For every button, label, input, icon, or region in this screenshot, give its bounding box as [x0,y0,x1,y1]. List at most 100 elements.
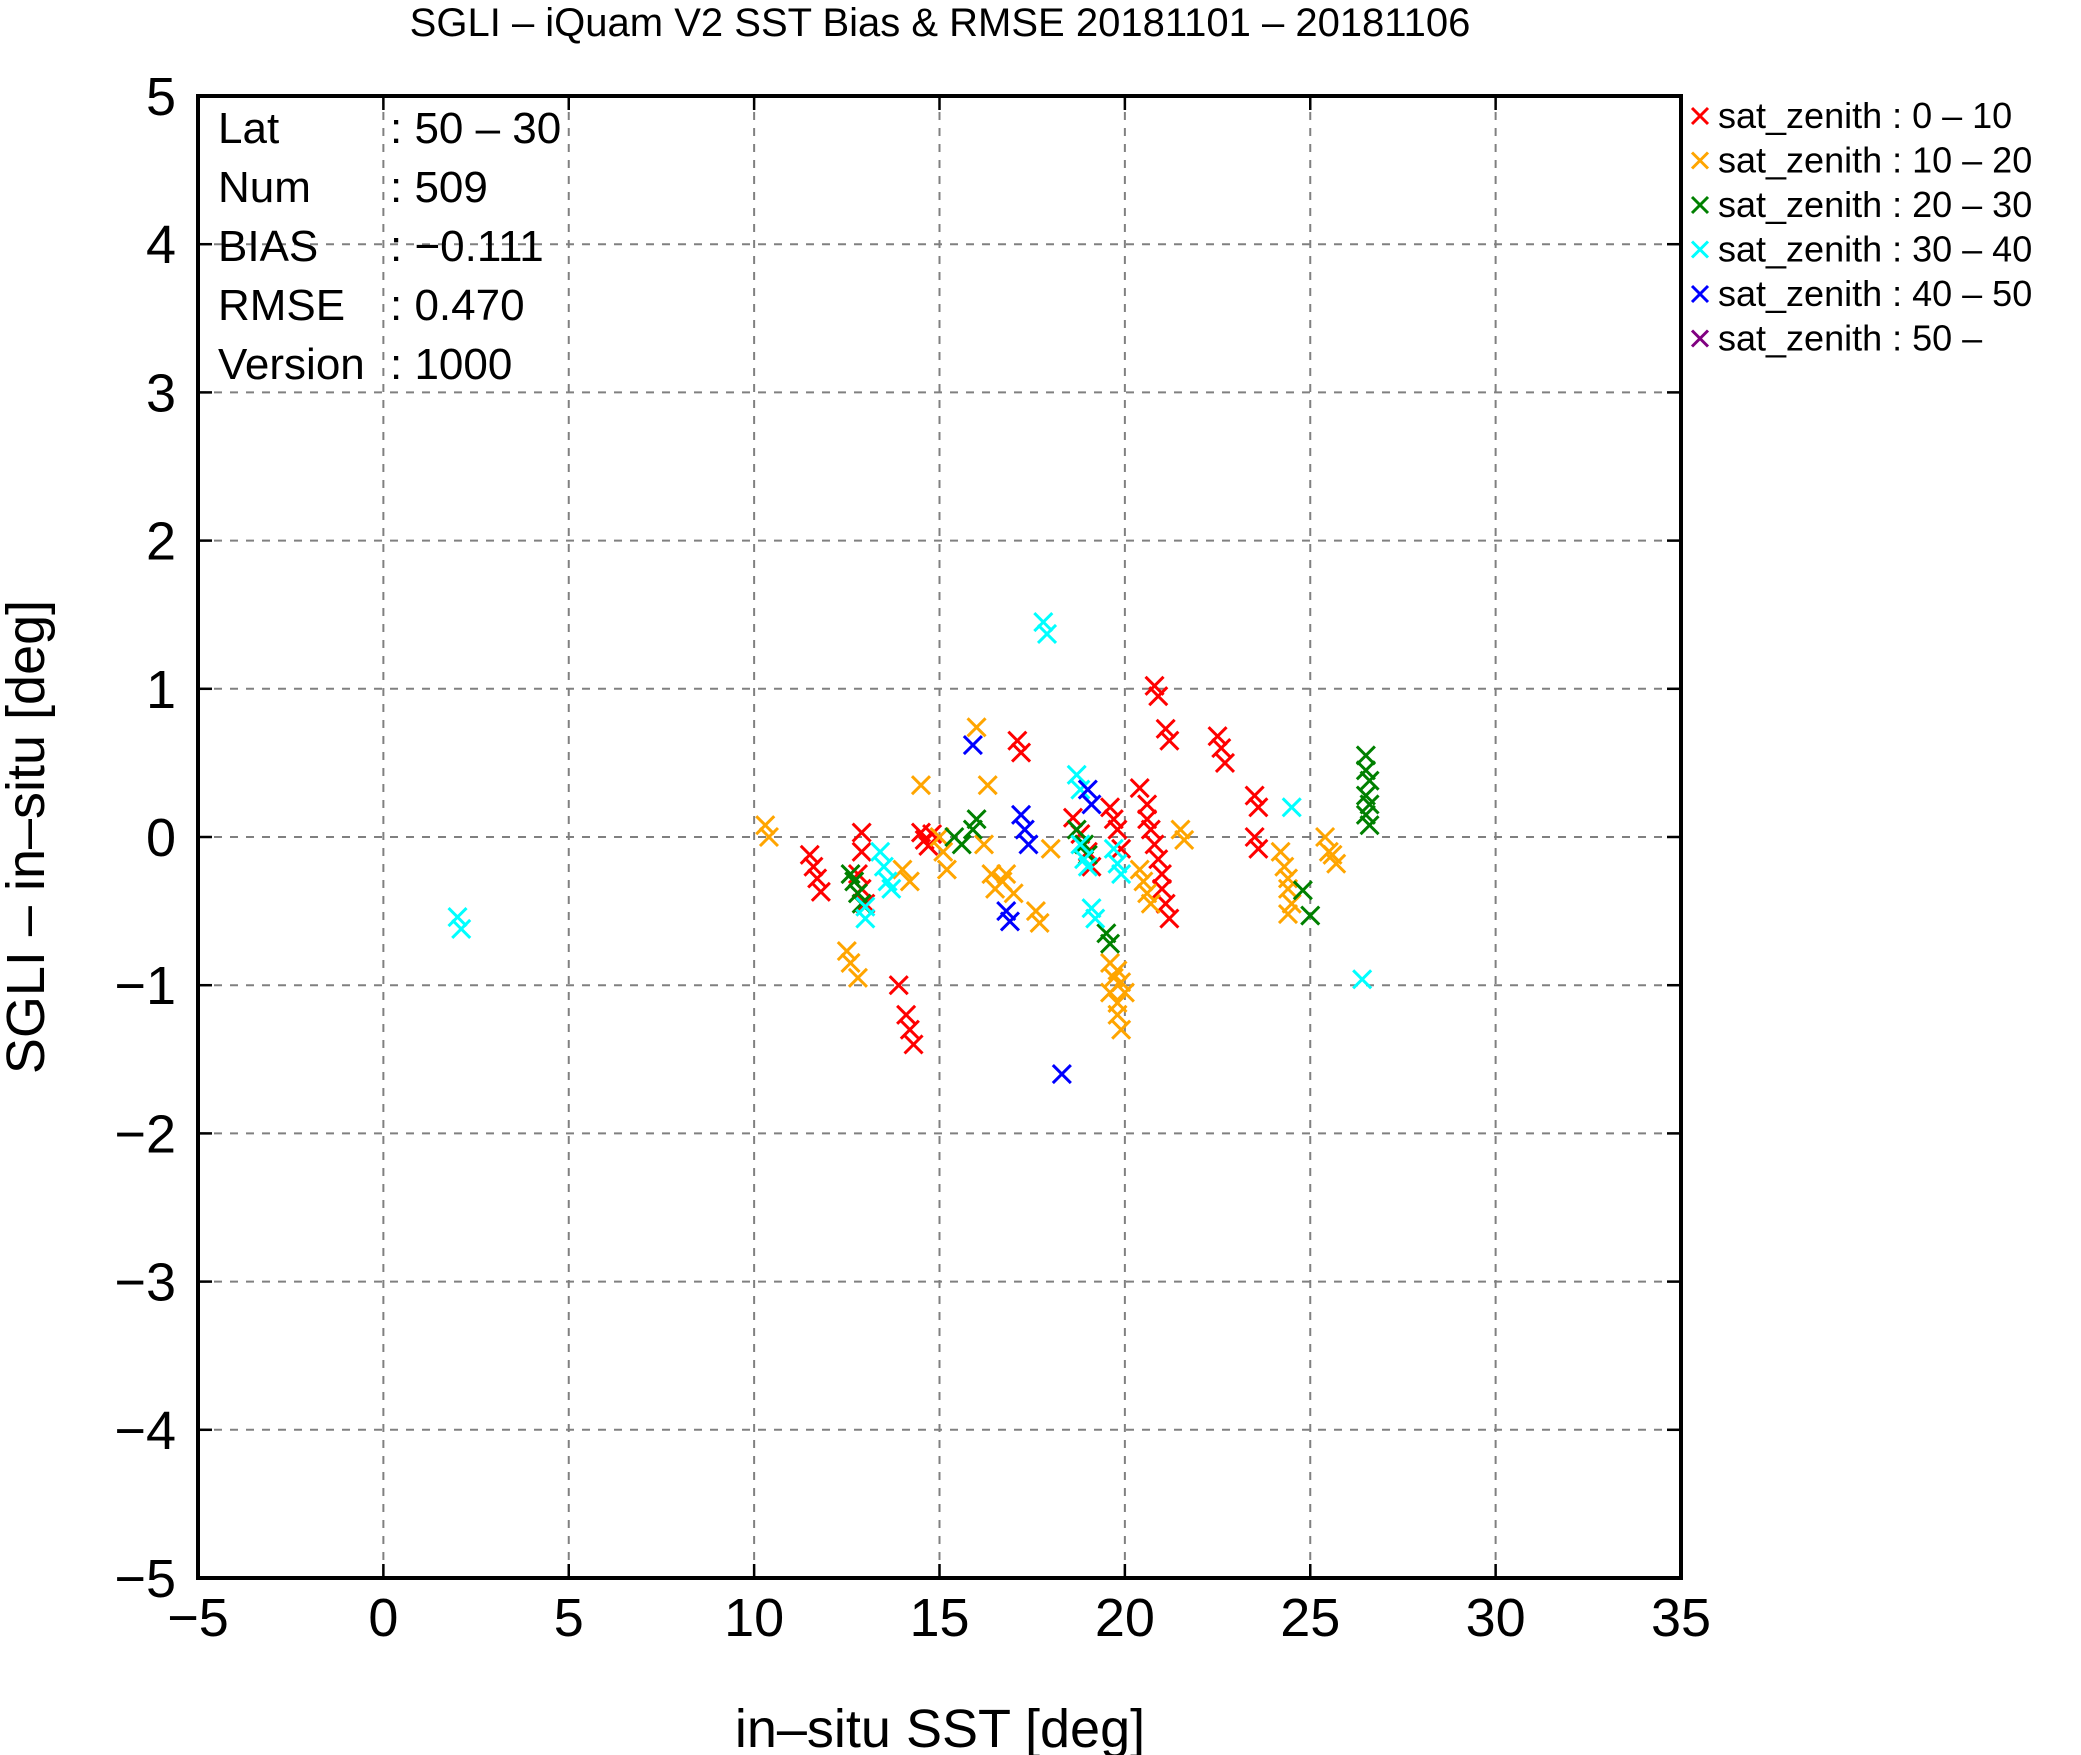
data-point [1277,904,1299,925]
data-point [1133,871,1154,892]
data-point [451,918,472,939]
stats-label: Version [218,340,365,389]
legend-label: sat_zenith : 30 – 40 [1718,229,2032,270]
data-point [873,856,894,877]
chart-title: SGLI – iQuam V2 SST Bias & RMSE 20181101… [410,1,1471,45]
data-point [951,834,972,855]
data-point [1114,982,1135,1003]
data-point [847,967,868,988]
stats-label: Lat [218,104,279,153]
data-point [803,856,824,877]
data-point [996,863,1017,885]
data-point [1274,856,1295,877]
data-point [1070,834,1091,855]
data-point [1159,730,1180,751]
x-tick-label: 20 [1095,1588,1155,1648]
series-2-points [840,745,1380,954]
data-point [1033,612,1054,633]
y-tick-label: −1 [114,956,176,1016]
data-point [929,826,950,848]
data-point [1099,797,1121,818]
data-point [888,975,909,996]
stats-value: : 1000 [390,340,512,389]
x-tick-label: 15 [909,1588,969,1648]
series-1-points [755,717,1347,1040]
data-point [1018,834,1039,855]
y-tick-label: −5 [114,1549,176,1609]
stats-box: Lat: 50 – 30 Num: 509 BIAS: −0.111 RMSE: 0.… [218,104,561,389]
legend-label: sat_zenith : 0 – 10 [1718,95,2012,136]
stats-value: : 0.470 [390,281,525,330]
data-point [1159,908,1180,929]
data-point [1111,1019,1132,1040]
data-point [1111,863,1132,885]
data-point [1066,819,1087,840]
data-point [1070,779,1091,800]
data-points [447,612,1380,1085]
stats-label: RMSE [218,281,345,330]
data-point [1140,819,1161,840]
data-point [973,834,995,855]
y-axis-label: SGLI – in–situ [deg] [0,600,56,1074]
data-point [1066,764,1087,785]
data-point [758,826,780,848]
data-point [1352,969,1373,990]
data-point [1099,933,1121,954]
data-point [844,871,865,892]
series-4-points [962,735,1102,1085]
data-point [1011,742,1032,763]
x-tick-label: −5 [167,1588,229,1648]
data-point [1270,841,1291,862]
data-point [851,822,872,843]
data-point [799,844,820,865]
legend-marker [1690,106,1710,126]
x-tick-label: 30 [1466,1588,1526,1648]
data-point [896,1004,917,1025]
data-point [1003,883,1024,904]
data-point [1292,880,1313,901]
data-point [1062,807,1084,828]
legend-label: sat_zenith : 20 – 30 [1718,184,2032,225]
y-tick-label: −4 [114,1401,176,1461]
stats-value: : −0.111 [390,222,544,271]
stats-label: Num [218,163,311,212]
data-point [1111,838,1132,859]
stats-value: : 509 [390,163,488,212]
data-point [1151,863,1173,885]
legend-marker [1690,329,1710,348]
data-point [1007,730,1028,751]
data-point [1359,770,1380,791]
data-point [1107,960,1128,981]
data-point [447,906,468,928]
legend-marker [1690,240,1710,259]
legend-label: sat_zenith : 50 – [1718,318,1982,359]
y-tick-label: 1 [146,660,176,720]
data-point [836,941,857,962]
data-point [1359,815,1380,836]
y-tick-label: −3 [114,1253,176,1313]
data-point [1207,726,1228,747]
data-point [1244,826,1265,848]
data-point [1077,856,1098,877]
data-point [1326,853,1347,874]
data-point [1144,834,1165,855]
data-point [1214,752,1236,773]
data-point [918,835,939,856]
plot-frame [196,94,1683,1580]
data-point [1036,623,1058,645]
series-3-points [447,612,1373,990]
data-point [1107,1004,1128,1025]
data-point [755,815,776,836]
y-tick-label: 0 [146,808,176,868]
data-point [1029,912,1050,934]
series-0-points [799,675,1269,1055]
data-point [1040,838,1061,859]
data-point [1155,718,1176,739]
data-point [1148,686,1169,707]
x-tick-label: 25 [1280,1588,1340,1648]
data-point [1085,908,1106,929]
data-point [892,859,913,880]
y-tick-label: 5 [146,67,176,127]
data-point [966,809,987,830]
